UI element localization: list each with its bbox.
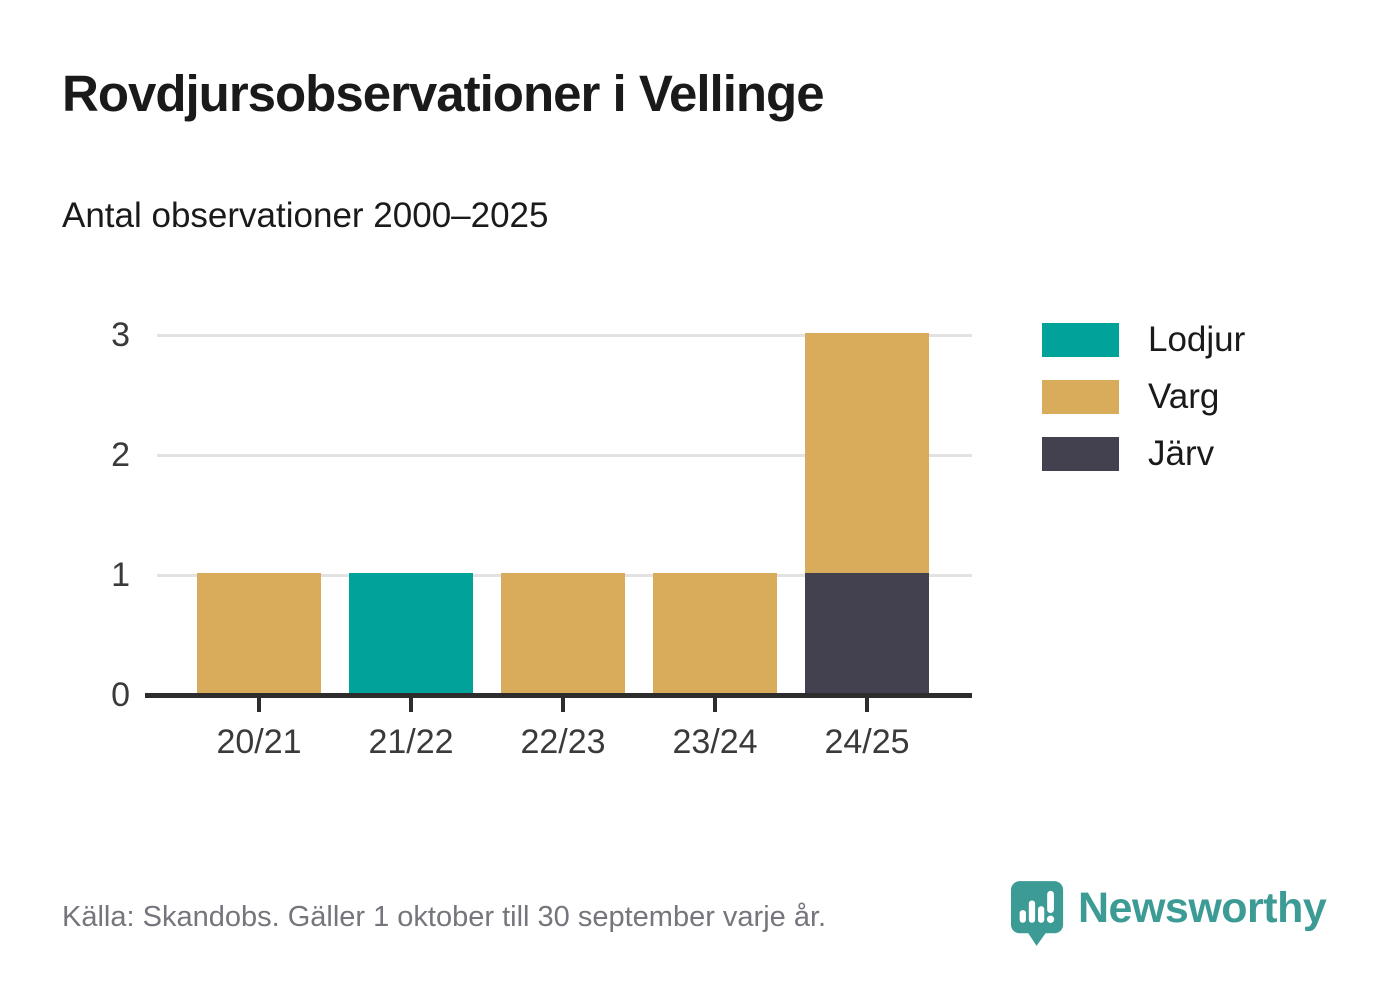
x-axis-label: 23/24 xyxy=(672,723,758,761)
x-axis-label: 20/21 xyxy=(216,723,302,761)
gridline xyxy=(157,454,972,457)
y-axis-label: 0 xyxy=(111,676,130,714)
chart-legend: Lodjur Varg Järv xyxy=(1042,320,1246,494)
source-note: Källa: Skandobs. Gäller 1 oktober till 3… xyxy=(62,901,827,933)
legend-swatch xyxy=(1042,323,1119,357)
bar-segment-varg xyxy=(805,333,929,573)
newsworthy-wordmark: Newsworthy xyxy=(1078,884,1327,932)
newsworthy-logo-icon xyxy=(1010,881,1064,946)
y-axis-label: 2 xyxy=(111,436,130,474)
y-axis-label: 1 xyxy=(111,556,130,594)
bar-21-22 xyxy=(349,573,473,693)
x-axis-tick xyxy=(409,698,413,712)
bar-24-25 xyxy=(805,333,929,693)
x-axis-tick xyxy=(561,698,565,712)
legend-item-varg: Varg xyxy=(1042,377,1245,416)
bar-segment-järv xyxy=(805,573,929,693)
bar-segment-varg xyxy=(197,573,321,693)
legend-item-lodjur: Lodjur xyxy=(1042,320,1246,359)
bar-20-21 xyxy=(197,573,321,693)
bar-23-24 xyxy=(653,573,777,693)
x-axis-line xyxy=(145,693,972,698)
x-axis-tick xyxy=(865,698,869,712)
legend-item-järv: Järv xyxy=(1042,434,1245,473)
legend-swatch xyxy=(1042,437,1119,471)
y-axis-label: 3 xyxy=(111,316,130,354)
newsworthy-brand: Newsworthy xyxy=(1010,880,1327,948)
chart-subtitle: Antal observationer 2000–2025 xyxy=(62,196,549,235)
legend-swatch xyxy=(1042,380,1119,414)
bar-22-23 xyxy=(501,573,625,693)
bar-segment-varg xyxy=(653,573,777,693)
legend-label: Järv xyxy=(1148,434,1215,473)
x-axis-label: 24/25 xyxy=(824,723,910,761)
gridline xyxy=(157,334,972,337)
bar-segment-lodjur xyxy=(349,573,473,693)
x-axis-tick xyxy=(713,698,717,712)
x-axis-tick xyxy=(257,698,261,712)
bar-segment-varg xyxy=(501,573,625,693)
x-axis-label: 21/22 xyxy=(368,723,454,761)
page-title: Rovdjursobservationer i Vellinge xyxy=(62,65,825,122)
x-axis-label: 22/23 xyxy=(520,723,606,761)
chart-plot: 0 1 2 3 20/21 21/22 22/23 23/24 24/25 xyxy=(111,318,972,761)
legend-label: Lodjur xyxy=(1148,320,1246,359)
legend-label: Varg xyxy=(1148,377,1220,416)
